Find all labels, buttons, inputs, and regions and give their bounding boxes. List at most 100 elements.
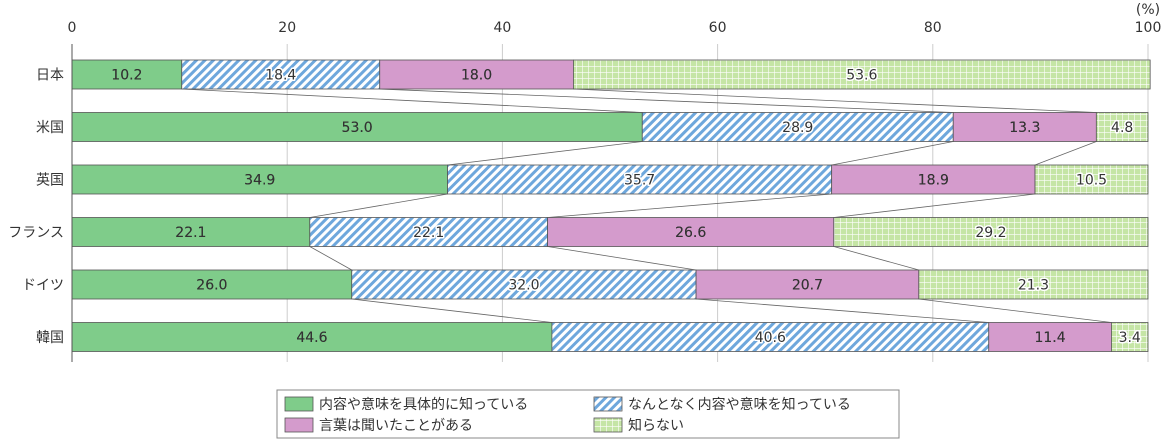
data-label: 28.9 [782,120,813,136]
connector-line [696,298,989,323]
data-label-halo: 3.4 [1119,330,1141,346]
x-tick-label: 100 [1135,20,1162,36]
unit-label: (%) [1136,2,1160,18]
category-label: ドイツ [22,278,64,294]
x-tick-label: 80 [924,20,942,36]
x-tick-label: 60 [709,20,727,36]
bar-segment [71,322,553,352]
bar-segment [351,269,697,300]
data-label: 18.0 [461,68,492,84]
data-label-halo: 4.8 [1111,120,1133,136]
x-tick-label: 0 [68,20,77,36]
connector-line [547,246,697,271]
data-label-halo: 28.9 [782,120,813,136]
data-label: 22.1 [413,225,444,241]
bar-segment [71,269,353,300]
data-label: 10.2 [111,68,142,84]
connector-line [309,193,448,218]
connector-line [351,298,552,323]
bar-segment [573,59,1151,90]
data-label: 3.4 [1119,330,1141,346]
data-label-halo: 44.6 [296,330,327,346]
bars: 10.210.2 18.418.4 18.018.0 53.653.653.053.0… [71,59,1151,352]
legend-swatch [284,396,314,412]
data-label-halo: 22.1 [175,225,206,241]
data-label-halo: 29.2 [975,225,1006,241]
connector-line [833,246,919,271]
data-label-halo: 40.6 [755,330,786,346]
connector-line [573,88,1097,113]
bar-segment [547,217,835,247]
data-label-halo: 20.7 [792,278,823,294]
data-label-halo: 22.1 [413,225,444,241]
connector-line [833,193,1036,218]
legend-swatch [593,396,623,412]
data-label-halo: 18.0 [461,68,492,84]
bar-segment [833,217,1149,247]
bar-segment [551,322,990,352]
data-label-halo: 26.0 [196,278,227,294]
bar-segment [918,269,1149,300]
bar-segment [1095,112,1149,142]
data-label-halo: 32.0 [508,278,539,294]
bar-segment [447,164,833,195]
category-label: 韓国 [36,330,64,346]
category-label: 米国 [36,120,64,136]
connector-line [547,193,832,218]
category-label: 日本 [36,68,64,84]
bar-segment [71,217,311,247]
data-label: 20.7 [792,278,823,294]
legend-swatch [593,417,623,433]
data-label: 18.4 [265,68,296,84]
bar-segment [1111,322,1149,352]
x-tick-label: 20 [278,20,296,36]
legend: 内容や意味を具体的に知っている なんとなく内容や意味を知っている言葉は聞いたことが… [276,389,900,439]
data-label-halo: 10.2 [111,68,142,84]
legend-label: 言葉は聞いたことがある [319,418,473,434]
connector-line [918,298,1112,323]
data-label: 26.0 [196,278,227,294]
data-label: 21.3 [1018,278,1049,294]
data-label-halo: 10.5 [1076,173,1107,189]
connector-line [379,88,954,113]
data-label: 4.8 [1111,120,1133,136]
data-label-halo: 26.6 [675,225,706,241]
data-label-halo: 35.7 [624,173,655,189]
data-label: 29.2 [975,225,1006,241]
data-label: 18.9 [918,173,949,189]
x-axis-ticks: 0 20 40 60 80 100 [68,20,1162,36]
bar-segment [181,59,381,90]
bar-segment [988,322,1112,352]
data-label: 13.3 [1009,120,1040,136]
bar-segment [71,112,643,142]
bar-segment [309,217,548,247]
data-label-halo: 11.4 [1034,330,1065,346]
bar-segment [831,164,1036,195]
connector-line [181,88,643,113]
legend-label: なんとなく内容や意味を知っている [628,396,851,413]
bar-segment [1034,164,1149,195]
data-label: 26.6 [675,225,706,241]
bar-segment [379,59,574,90]
category-label: フランス [8,225,64,241]
data-label-halo: 18.4 [265,68,296,84]
data-label: 34.9 [244,173,275,189]
data-label: 53.0 [342,120,373,136]
bar-segment [71,164,448,195]
legend-label: 内容や意味を具体的に知っている [319,396,528,413]
connector-line [447,141,643,166]
data-label: 11.4 [1034,330,1065,346]
data-label-halo: 18.9 [918,173,949,189]
x-tick-label: 40 [493,20,511,36]
connector-line [831,141,954,166]
data-label: 40.6 [755,330,786,346]
connector-line [309,246,352,271]
data-label: 44.6 [296,330,327,346]
gridlines [286,44,1149,362]
data-label: 53.6 [846,68,877,84]
data-label-halo: 13.3 [1009,120,1040,136]
legend-label: 知らない [628,417,684,434]
category-label: 英国 [36,172,64,189]
